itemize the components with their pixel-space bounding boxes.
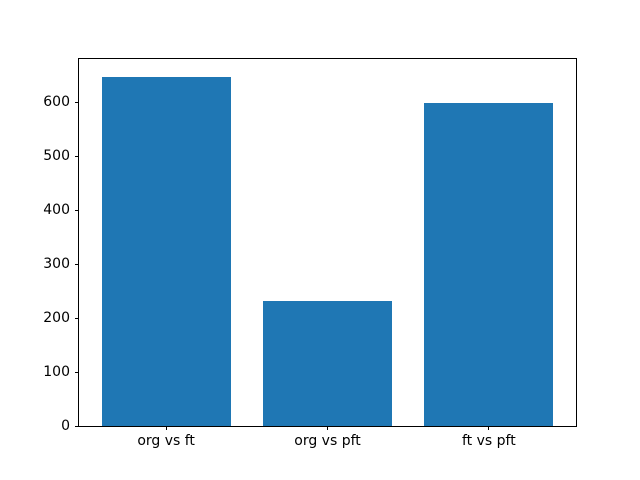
bar-ft-vs-pft [424,102,554,426]
bar-org-vs-ft [101,76,231,426]
y-tick-mark [75,317,79,319]
y-tick-label: 300 [43,256,70,273]
y-tick-label: 400 [43,202,70,219]
y-tick-mark [75,371,79,373]
x-tick-label: org vs ft [137,433,195,449]
y-tick-mark [75,425,79,427]
y-tick-label: 0 [61,418,70,434]
y-tick-mark [75,155,79,157]
y-tick-label: 100 [43,364,70,381]
axes: 0 100 200 300 400 500 600 org vs ft org vs pft ft… [43,58,577,448]
y-tick-label: 200 [43,310,70,327]
x-tick-mark [327,426,328,430]
y-tick-mark [75,209,79,211]
y-tick-mark [75,101,79,103]
bar-org-vs-pft [262,300,393,426]
y-tick-label: 600 [43,94,70,111]
y-tick-label: 500 [43,148,70,165]
x-tick-mark [165,426,167,430]
y-tick-mark [75,263,79,265]
x-tick-mark [488,426,490,430]
x-tick-label: ft vs pft [462,433,516,449]
x-tick-label: org vs pft [294,433,361,449]
